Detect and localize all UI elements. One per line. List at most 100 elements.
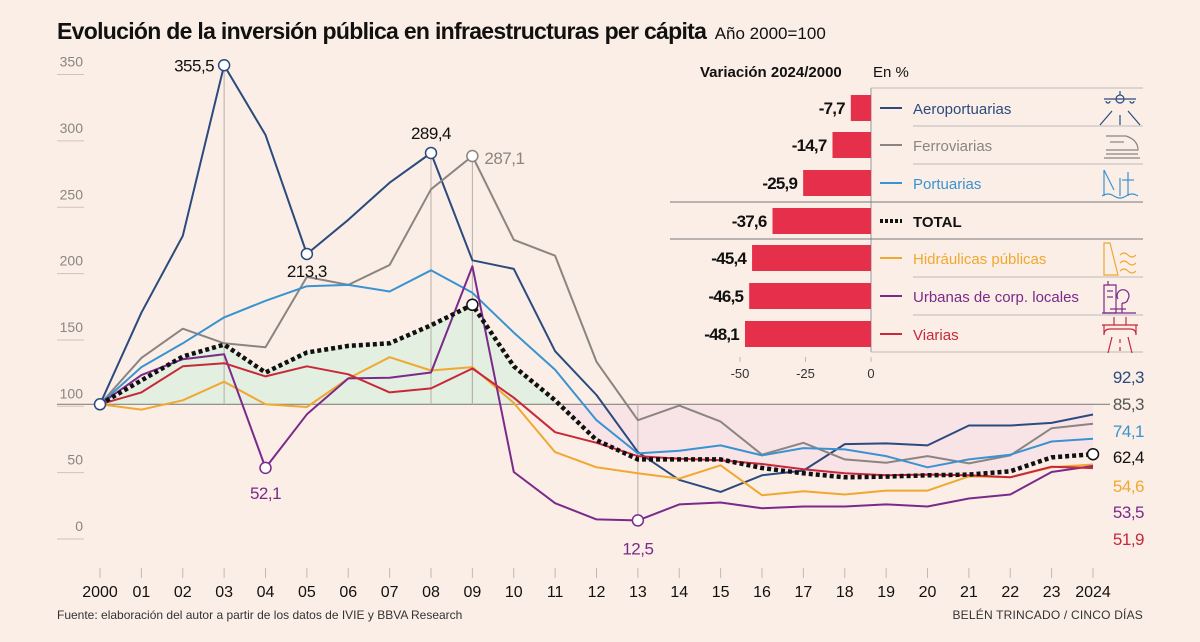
point-marker xyxy=(466,149,479,163)
series-line-viarias xyxy=(99,362,1094,479)
y-tick-label: 50 xyxy=(67,452,83,468)
inset-x-tick-label: 0 xyxy=(867,366,874,381)
x-tick-label: 01 xyxy=(132,584,150,601)
bar-value-label: -37,6 xyxy=(732,212,767,231)
dam-icon-part xyxy=(1119,268,1137,274)
x-tick-label: 15 xyxy=(712,584,730,601)
x-tick-label: 03 xyxy=(215,584,233,601)
annotation-label: 287,1 xyxy=(484,149,524,168)
x-tick-label: 04 xyxy=(257,584,275,601)
bar-value-label: -7,7 xyxy=(819,99,845,118)
y-tick-label: 300 xyxy=(60,120,84,136)
y-tick-label: 350 xyxy=(60,54,84,70)
road-bridge-icon xyxy=(1102,317,1138,354)
title-text: Evolución de la inversión pública en inf… xyxy=(57,18,707,44)
airplane-icon-part xyxy=(1099,110,1113,126)
end-value-label: 74,1 xyxy=(1113,422,1144,441)
series-line-ferroviarias xyxy=(99,155,1094,465)
airplane-icon-part xyxy=(1129,100,1135,104)
bar-urbanas-de-corp-locales xyxy=(749,283,871,309)
legend-label: Portuarias xyxy=(913,176,981,193)
y-tick-label: 0 xyxy=(75,518,83,534)
bar-hidr-ulicas-p-blicas xyxy=(752,245,871,271)
x-tick-label: 02 xyxy=(174,584,192,601)
x-tick-label: 13 xyxy=(629,584,647,601)
x-tick-label: 20 xyxy=(919,584,937,601)
road-bridge-icon-part xyxy=(1103,325,1137,336)
x-tick-label: 16 xyxy=(753,584,771,601)
inset-title: Variación 2024/2000 xyxy=(700,64,842,81)
dam-icon-part xyxy=(1103,242,1119,276)
bar-portuarias xyxy=(803,170,871,196)
x-tick-label: 22 xyxy=(1001,584,1019,601)
y-tick-label: 200 xyxy=(60,253,84,269)
x-tick-label: 18 xyxy=(836,584,854,601)
x-tick-label: 07 xyxy=(381,584,399,601)
x-tick-label: 09 xyxy=(463,584,481,601)
bar-value-label: -45,4 xyxy=(711,249,747,268)
inset-x-tick-label: -25 xyxy=(796,366,815,381)
subtitle-text: Año 2000=100 xyxy=(714,24,826,43)
dam-icon-part xyxy=(1119,260,1137,266)
series-line-hidr-ulicas-p-blicas xyxy=(99,356,1094,497)
annotation-label: 289,4 xyxy=(411,124,451,143)
point-marker xyxy=(300,247,314,261)
y-tick-label: 250 xyxy=(60,186,84,202)
x-tick-label: 14 xyxy=(670,584,688,601)
road-bridge-icon-part xyxy=(1127,336,1133,354)
negative-area xyxy=(559,404,1093,478)
point-marker xyxy=(259,461,272,475)
series-line-aeroportuarias xyxy=(99,64,1094,493)
point-marker xyxy=(93,398,107,411)
inset-x-tick-label: -50 xyxy=(731,366,750,381)
source-note: Fuente: elaboración del autor a partir d… xyxy=(57,608,463,622)
positive-area xyxy=(100,304,560,405)
airplane-icon-part xyxy=(1127,110,1141,126)
city-park-icon-part xyxy=(1116,289,1130,304)
point-marker xyxy=(466,298,479,312)
airplane-icon xyxy=(1099,91,1141,126)
bar-value-label: -46,5 xyxy=(708,287,743,306)
x-tick-label: 08 xyxy=(422,584,440,601)
bar-value-label: -25,9 xyxy=(762,174,797,193)
legend-label: Viarias xyxy=(913,327,959,344)
x-tick-label: 12 xyxy=(588,584,606,601)
bar-aeroportuarias xyxy=(850,95,871,121)
x-tick-label: 23 xyxy=(1043,584,1061,601)
x-tick-label: 19 xyxy=(877,584,895,601)
bar-viarias xyxy=(744,321,871,347)
inset-unit: En % xyxy=(873,64,909,81)
bar-ferroviarias xyxy=(832,132,871,158)
x-tick-label: 17 xyxy=(794,584,812,601)
airplane-icon-part xyxy=(1115,94,1125,104)
airplane-icon-part xyxy=(1105,100,1111,104)
legend-label: Urbanas de corp. locales xyxy=(913,289,1079,306)
end-value-label: 62,4 xyxy=(1113,448,1144,467)
train-icon-part xyxy=(1106,135,1139,151)
end-value-label: 51,9 xyxy=(1113,530,1144,549)
legend-label: Aeroportuarias xyxy=(913,101,1011,118)
bar-value-label: -48,1 xyxy=(704,325,739,344)
point-marker xyxy=(217,59,231,72)
legend-label: Hidráulicas públicas xyxy=(913,251,1046,268)
point-marker xyxy=(631,514,645,527)
x-tick-label: 2024 xyxy=(1075,584,1111,601)
x-tick-label: 11 xyxy=(547,584,564,601)
end-value-label: 92,3 xyxy=(1113,368,1144,387)
annotation-label: 355,5 xyxy=(174,56,214,75)
x-tick-label: 21 xyxy=(960,584,978,601)
bar-total xyxy=(772,208,871,234)
train-icon xyxy=(1104,135,1140,159)
dam-icon xyxy=(1103,242,1137,276)
road-bridge-icon-part xyxy=(1107,336,1113,354)
port-crane-icon-part xyxy=(1103,169,1115,191)
point-marker xyxy=(424,146,438,160)
x-tick-label: 2000 xyxy=(82,584,118,601)
x-tick-label: 10 xyxy=(505,584,523,601)
city-park-icon xyxy=(1102,281,1136,314)
series-line-portuarias xyxy=(99,269,1094,469)
x-tick-label: 06 xyxy=(339,584,357,601)
port-crane-icon-part xyxy=(1101,193,1139,199)
point-marker xyxy=(1086,447,1100,461)
